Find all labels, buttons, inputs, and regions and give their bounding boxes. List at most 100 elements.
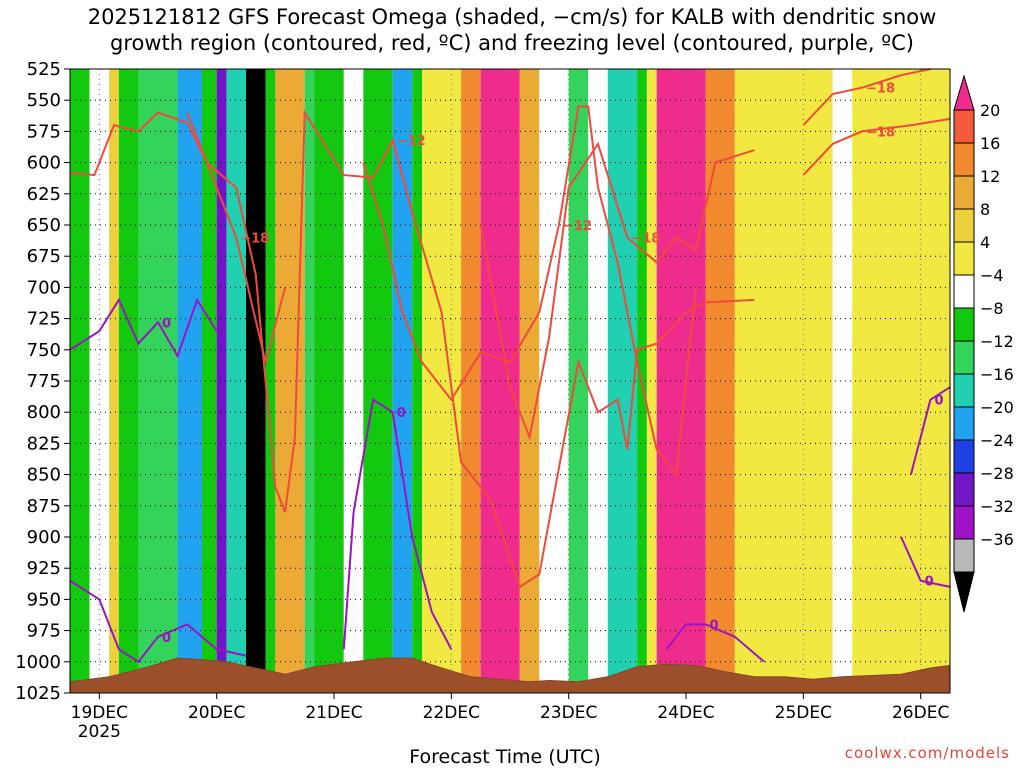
- y-tick-label: 875: [27, 496, 61, 517]
- y-tick-label: 625: [27, 184, 61, 205]
- y-tick-label: 575: [27, 121, 61, 142]
- chart-title: 2025121812 GFS Forecast Omega (shaded, −…: [0, 4, 1024, 56]
- dendritic-contour-label: −12: [563, 219, 592, 234]
- dendritic-contour-5: [802, 68, 931, 126]
- x-tick-label: 26DEC: [892, 703, 949, 723]
- x-tick-label: 20DEC: [188, 703, 245, 723]
- colorbar-label: 8: [980, 200, 990, 219]
- colorbar-label: −8: [980, 299, 1004, 318]
- freezing-contour-4: [909, 386, 951, 475]
- dendritic-contour-label: −12: [397, 134, 426, 149]
- dendritic-contour-label: −18: [866, 125, 895, 140]
- credit-text: coolwx.com/models: [844, 744, 1010, 762]
- omega-band-18: [412, 69, 422, 693]
- y-tick-label: 675: [27, 246, 61, 267]
- omega-band-25: [588, 69, 608, 693]
- x-tick-label: 22DEC: [423, 703, 480, 723]
- y-tick-label: 600: [27, 153, 61, 174]
- omega-band-29: [656, 69, 706, 693]
- colorbar-label: 16: [980, 134, 1000, 153]
- y-tick-label: 650: [27, 215, 61, 236]
- omega-band-9: [226, 69, 246, 693]
- title-line-1: 2025121812 GFS Forecast Omega (shaded, −…: [87, 5, 937, 29]
- freezing-contour-label: 0: [397, 406, 406, 421]
- colorbar-swatch: [953, 175, 975, 210]
- colorbar-label: −12: [980, 332, 1014, 351]
- omega-band-4: [138, 69, 158, 693]
- colorbar-label: −32: [980, 497, 1014, 516]
- colorbar-swatch: [953, 241, 975, 276]
- omega-band-5: [158, 69, 178, 693]
- colorbar-swatch: [953, 439, 975, 474]
- omega-band-7: [202, 69, 217, 693]
- terrain-layer: [69, 657, 951, 694]
- dendritic-contour-0: [69, 109, 755, 589]
- x-axis-title: Forecast Time (UTC): [409, 746, 601, 768]
- omega-band-26: [607, 69, 638, 693]
- colorbar-swatch: [953, 406, 975, 441]
- omega-band-13: [304, 69, 315, 693]
- y-tick-label: 700: [27, 277, 61, 298]
- omega-band-0: [70, 69, 90, 693]
- omega-band-2: [109, 69, 119, 693]
- x-tick-label: 25DEC: [775, 703, 832, 723]
- colorbar: 20 16 12 8 4 −4 −8 −12 −16 −20 −24 −28 −32 −36: [953, 74, 1014, 613]
- y-tick-label: 1025: [15, 683, 61, 704]
- colorbar-swatch: [953, 505, 975, 540]
- y-tick-label: 550: [27, 90, 61, 111]
- colorbar-cap-bottom: [953, 571, 975, 613]
- x-tick-label: 24DEC: [657, 703, 714, 723]
- x-year-label: 2025: [78, 722, 121, 742]
- omega-band-16: [363, 69, 393, 693]
- dendritic-contour-4: [802, 117, 951, 176]
- omega-band-28: [646, 69, 657, 693]
- y-tick-label: 800: [27, 402, 61, 423]
- terrain-surface: [69, 657, 951, 694]
- omega-band-31: [734, 69, 833, 693]
- omega-band-14: [314, 69, 344, 693]
- y-tick-label: 950: [27, 589, 61, 610]
- colorbar-swatch: [953, 373, 975, 408]
- x-axis: 19DEC 20DEC 21DEC 22DEC 23DEC 24DEC 25DEC 26DEC…: [71, 693, 949, 742]
- freezing-contour-label: 0: [925, 575, 934, 590]
- contour-lines: −12 −12 −18 −18 −18 −18 0 0 0 0 0 0: [69, 68, 951, 664]
- colorbar-label: −24: [980, 431, 1014, 450]
- colorbar-cap-top: [953, 74, 975, 111]
- y-tick-label: 850: [27, 465, 61, 486]
- dendritic-contour-label: −18: [240, 231, 269, 246]
- colorbar-swatch: [953, 274, 975, 309]
- colorbar-label: 4: [980, 233, 990, 252]
- y-tick-label: 750: [27, 340, 61, 361]
- colorbar-label: 12: [980, 167, 1000, 186]
- omega-band-8: [216, 69, 227, 693]
- colorbar-swatch: [953, 472, 975, 507]
- freezing-contour-label: 0: [162, 316, 171, 331]
- freezing-contour-0: [69, 297, 218, 359]
- dendritic-contour-2: [186, 112, 287, 363]
- colorbar-swatch: [953, 340, 975, 375]
- omega-band-15: [343, 69, 364, 693]
- freezing-contour-1: [69, 579, 247, 664]
- freezing-contour-3: [665, 623, 765, 663]
- y-tick-label: 925: [27, 558, 61, 579]
- colorbar-swatch: [953, 208, 975, 243]
- omega-band-3: [118, 69, 139, 693]
- dendritic-contour-1: [362, 105, 697, 478]
- y-tick-label: 775: [27, 371, 61, 392]
- colorbar-label: 20: [980, 101, 1000, 120]
- y-tick-label: 900: [27, 527, 61, 548]
- freezing-contour-label: 0: [934, 394, 943, 409]
- y-axis: 525 550 575 600 625 650 675 700 725 750 775 800 825 8…: [15, 59, 70, 704]
- omega-band-23: [539, 69, 569, 693]
- freezing-contour-2: [342, 398, 453, 650]
- omega-band-24: [568, 69, 589, 693]
- colorbar-swatch: [953, 142, 975, 177]
- y-tick-label: 975: [27, 621, 61, 642]
- y-tick-label: 825: [27, 433, 61, 454]
- freezing-contour-label: 0: [710, 618, 719, 633]
- x-tick-label: 23DEC: [540, 703, 597, 723]
- colorbar-label: −16: [980, 365, 1014, 384]
- dendritic-contour-label: −18: [631, 231, 660, 246]
- omega-band-22: [519, 69, 540, 693]
- x-tick-label: 21DEC: [305, 703, 362, 723]
